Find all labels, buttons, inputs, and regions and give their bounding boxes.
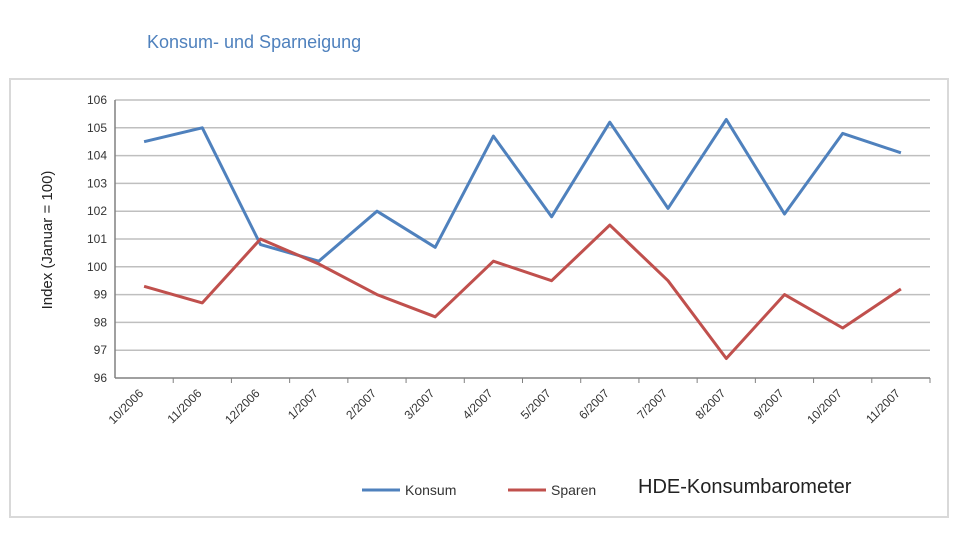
x-tick-label: 10/2007 [804, 386, 845, 427]
legend-konsum-label: Konsum [405, 482, 456, 498]
legend: Konsum Sparen [362, 482, 596, 498]
y-tick-102: 102 [87, 204, 107, 218]
x-tick-label: 4/2007 [460, 386, 496, 422]
x-tick-label: 1/2007 [285, 386, 321, 422]
y-tick-105: 105 [87, 121, 107, 135]
x-tick-label: 2/2007 [343, 386, 379, 422]
x-tick-label: 3/2007 [401, 386, 437, 422]
y-tick-106: 106 [87, 93, 107, 107]
y-tick-104: 104 [87, 149, 107, 163]
y-tick-97: 97 [94, 343, 108, 357]
y-tick-99: 99 [94, 288, 108, 302]
legend-sparen-label: Sparen [551, 482, 596, 498]
x-tick-label: 11/2007 [863, 386, 903, 426]
x-tick-label: 5/2007 [518, 386, 554, 422]
x-tick-label: 7/2007 [634, 386, 670, 422]
series-line-sparen [143, 223, 902, 360]
y-tick-96: 96 [94, 371, 108, 385]
chart-title: Konsum- und Sparneigung [147, 32, 362, 52]
x-tick-label: 8/2007 [693, 386, 729, 422]
y-tick-98: 98 [94, 315, 108, 329]
x-tick-label: 10/2006 [106, 386, 147, 427]
brand-label: HDE-Konsumbarometer [638, 476, 852, 498]
y-tick-103: 103 [87, 176, 107, 190]
y-axis-label: Index (Januar = 100) [39, 171, 56, 310]
y-tick-100: 100 [87, 260, 107, 274]
x-tick-label: 12/2006 [222, 386, 263, 427]
x-tick-label: 11/2006 [164, 386, 204, 426]
x-tick-label: 9/2007 [751, 386, 787, 422]
series-line-konsum [143, 118, 902, 263]
y-tick-labels: 96 97 98 99 100 101 102 103 104 105 106 [87, 93, 107, 385]
grid-lines [114, 99, 931, 383]
x-tick-labels: 10/2006 11/2006 12/2006 1/2007 2/2007 3/2007 4… [106, 386, 904, 427]
x-tick-label: 6/2007 [576, 386, 612, 422]
y-tick-101: 101 [87, 232, 107, 246]
series-lines [143, 118, 902, 360]
